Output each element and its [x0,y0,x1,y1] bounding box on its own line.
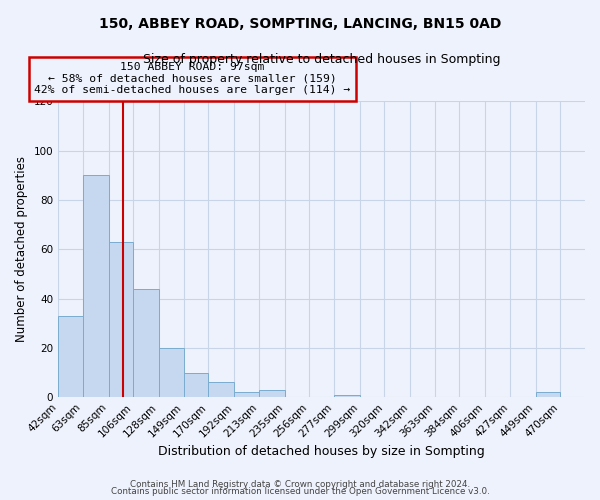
Bar [109,242,133,397]
Bar [234,392,259,397]
X-axis label: Distribution of detached houses by size in Sompting: Distribution of detached houses by size … [158,444,485,458]
Bar [159,348,184,397]
Text: Contains HM Land Registry data © Crown copyright and database right 2024.: Contains HM Land Registry data © Crown c… [130,480,470,489]
Title: Size of property relative to detached houses in Sompting: Size of property relative to detached ho… [143,52,500,66]
Text: 150 ABBEY ROAD: 97sqm
← 58% of detached houses are smaller (159)
42% of semi-det: 150 ABBEY ROAD: 97sqm ← 58% of detached … [34,62,350,96]
Bar [536,392,560,397]
Text: 150, ABBEY ROAD, SOMPTING, LANCING, BN15 0AD: 150, ABBEY ROAD, SOMPTING, LANCING, BN15… [99,18,501,32]
Bar [334,395,360,397]
Bar [58,316,83,397]
Y-axis label: Number of detached properties: Number of detached properties [15,156,28,342]
Bar [133,289,159,397]
Bar [83,176,109,397]
Bar [184,372,208,397]
Bar [208,382,234,397]
Bar [259,390,284,397]
Text: Contains public sector information licensed under the Open Government Licence v3: Contains public sector information licen… [110,487,490,496]
